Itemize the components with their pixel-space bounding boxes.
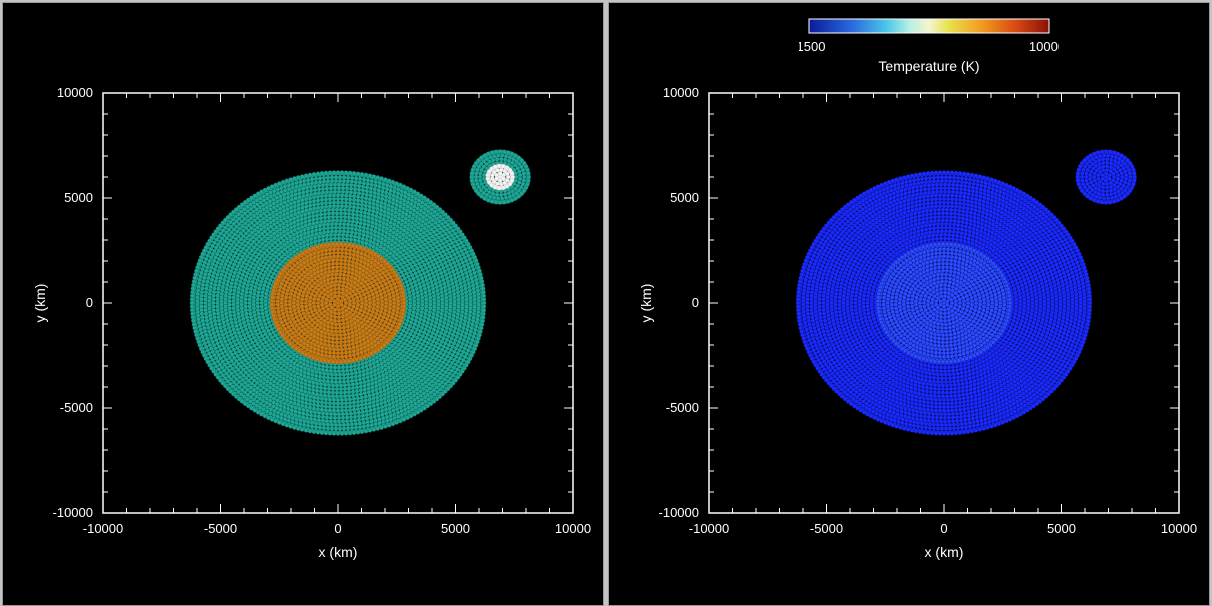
colorbar: 1500 10000 Temperature (K) [799, 17, 1059, 79]
x-axis-label: x (km) [319, 544, 358, 560]
right-panel: -10000-10000-5000-5000005000500010000100… [608, 2, 1210, 606]
colorbar-label: Temperature (K) [878, 58, 979, 74]
colorbar-tick-max: 10000 [1029, 39, 1059, 54]
y-axis-label: y (km) [32, 284, 48, 323]
left-plot: -10000-10000-5000-5000005000500010000100… [103, 93, 573, 513]
left-panel: -10000-10000-5000-5000005000500010000100… [2, 2, 604, 606]
colorbar-tick-min: 1500 [799, 39, 825, 54]
y-axis-label: y (km) [638, 284, 654, 323]
right-plot: -10000-10000-5000-5000005000500010000100… [709, 93, 1179, 513]
x-axis-label: x (km) [925, 544, 964, 560]
